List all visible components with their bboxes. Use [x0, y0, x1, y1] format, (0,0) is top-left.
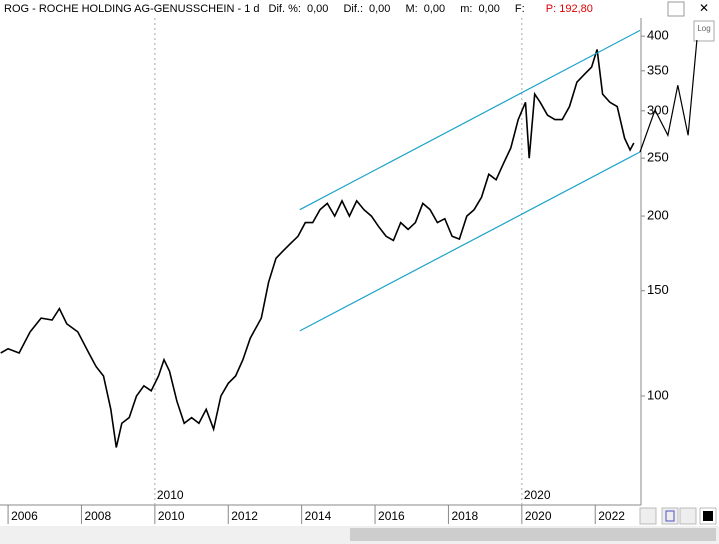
field-label: m: — [460, 3, 473, 15]
x-tick-label: 2018 — [451, 509, 478, 523]
field-value: 0,00 — [306, 3, 329, 15]
trend-line — [639, 40, 698, 153]
header: ROG - ROCHE HOLDING AG-GENUSSCHEIN - 1 d… — [0, 0, 640, 18]
checkbox[interactable] — [667, 1, 685, 17]
x-tick-label: 2022 — [598, 509, 625, 523]
field-label: Dif. %: — [268, 3, 301, 15]
price-line — [0, 49, 635, 448]
field-value: 0,00 — [369, 3, 391, 15]
y-tick-label: 400 — [647, 28, 669, 43]
log-button-label[interactable]: Log — [697, 24, 710, 33]
pin-button[interactable] — [679, 507, 697, 525]
field: Dif.: 0,00 — [343, 3, 396, 15]
field: Dif. %: 0,00 — [269, 3, 335, 15]
title: ROG - ROCHE HOLDING AG-GENUSSCHEIN - 1 d — [4, 3, 260, 15]
y-tick-label: 150 — [647, 282, 669, 297]
x-tick-label: 2014 — [305, 509, 332, 523]
field: m: 0,00 — [460, 3, 506, 15]
save-icon — [665, 510, 675, 522]
log-button[interactable] — [693, 20, 715, 42]
field-value: 0,00 — [423, 3, 446, 15]
field-label: M: — [405, 3, 418, 15]
color-swatch — [703, 511, 713, 521]
scrollbar-thumb[interactable] — [350, 528, 716, 541]
x-tick-label: 2016 — [378, 509, 405, 523]
x-tick-label: 2012 — [231, 509, 258, 523]
y-tick-label: 200 — [647, 208, 669, 223]
price: P: 192,80 — [545, 3, 593, 15]
year-marker-label: 2010 — [157, 488, 184, 502]
x-tick-label: 2008 — [84, 509, 111, 523]
field-value: 0,00 — [478, 3, 500, 15]
x-tick-label: 2010 — [158, 509, 185, 523]
x-tick-label: 2006 — [11, 509, 38, 523]
x-tick-label: 2020 — [525, 509, 552, 523]
y-tick-label: 300 — [647, 102, 669, 117]
trend-line — [299, 151, 641, 332]
trend-line — [299, 29, 641, 211]
field: M: 0,00 — [405, 3, 451, 15]
save-button[interactable] — [661, 507, 679, 525]
field-label: Dif.: — [343, 3, 363, 15]
close-button[interactable]: ✕ — [699, 1, 709, 15]
y-tick-label: 350 — [647, 62, 669, 77]
field: F: — [515, 3, 537, 15]
tool-button[interactable] — [639, 507, 657, 525]
year-marker-label: 2020 — [524, 488, 551, 502]
field-label: F: — [514, 3, 525, 15]
y-tick-label: 100 — [647, 387, 669, 402]
y-tick-label: 250 — [647, 150, 669, 165]
